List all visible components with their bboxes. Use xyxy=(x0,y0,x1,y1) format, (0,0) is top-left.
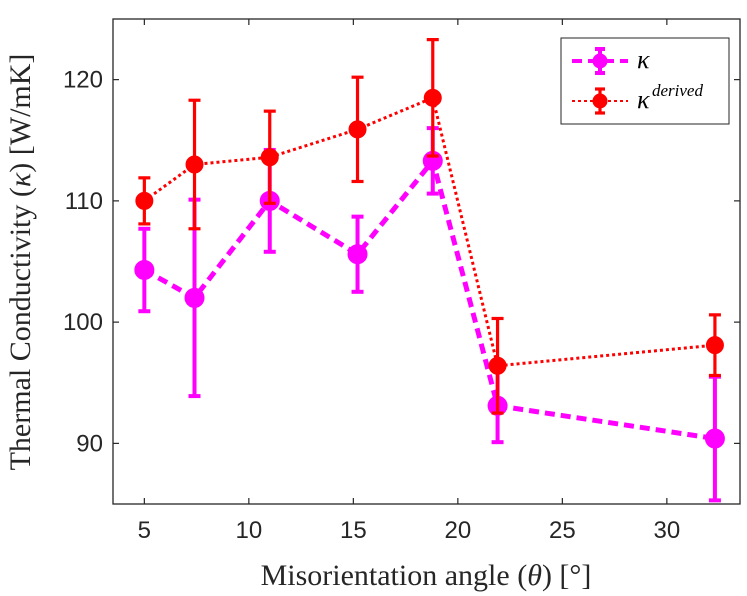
data-point-kappa xyxy=(134,259,155,280)
data-point-kappa_derived xyxy=(488,356,507,375)
data-point-kappa xyxy=(184,287,205,308)
legend-marker-kappa xyxy=(592,53,608,69)
legend-label-kappa: κ xyxy=(637,45,650,74)
x-tick-label: 10 xyxy=(235,517,262,544)
data-point-kappa_derived xyxy=(260,148,279,167)
legend-marker-kappa_derived xyxy=(592,93,608,109)
data-point-kappa_derived xyxy=(705,336,724,355)
legend-entries: κκ derived xyxy=(572,45,703,115)
x-tick-label: 30 xyxy=(653,517,680,544)
series-layer xyxy=(134,38,725,503)
plot-frame xyxy=(112,18,741,505)
x-tick-label: 20 xyxy=(444,517,471,544)
legend: κκ derived xyxy=(560,37,730,125)
y-tick-label: 100 xyxy=(63,309,103,336)
y-axis-title: Thermal Conductivity (κ) [W/mK] xyxy=(4,54,37,471)
legend-entry-kappa_derived: κ derived xyxy=(572,81,703,115)
data-point-kappa_derived xyxy=(348,120,367,139)
data-point-kappa_derived xyxy=(185,155,204,174)
legend-label-sup-kappa_derived: derived xyxy=(652,81,703,100)
y-tick-label: 120 xyxy=(63,67,103,94)
x-tick-label: 15 xyxy=(340,517,367,544)
x-axis-title: Misorientation angle (θ) [°] xyxy=(261,559,592,592)
legend-entry-kappa: κ xyxy=(572,45,650,75)
series-kappa_derived xyxy=(135,38,724,415)
tick-layer: 5 10 15 20 25 30 90 100 110 120 xyxy=(63,19,740,544)
data-point-kappa xyxy=(347,244,368,265)
x-tick-label: 25 xyxy=(549,517,576,544)
x-tick-label: 5 xyxy=(138,517,151,544)
data-point-kappa_derived xyxy=(135,191,154,210)
y-tick-label: 90 xyxy=(76,430,103,457)
y-tick-label: 110 xyxy=(65,188,103,215)
data-point-kappa xyxy=(704,428,725,449)
data-point-kappa_derived xyxy=(423,88,442,107)
legend-label-kappa_derived: κ xyxy=(637,85,650,114)
legend-box xyxy=(560,37,730,125)
